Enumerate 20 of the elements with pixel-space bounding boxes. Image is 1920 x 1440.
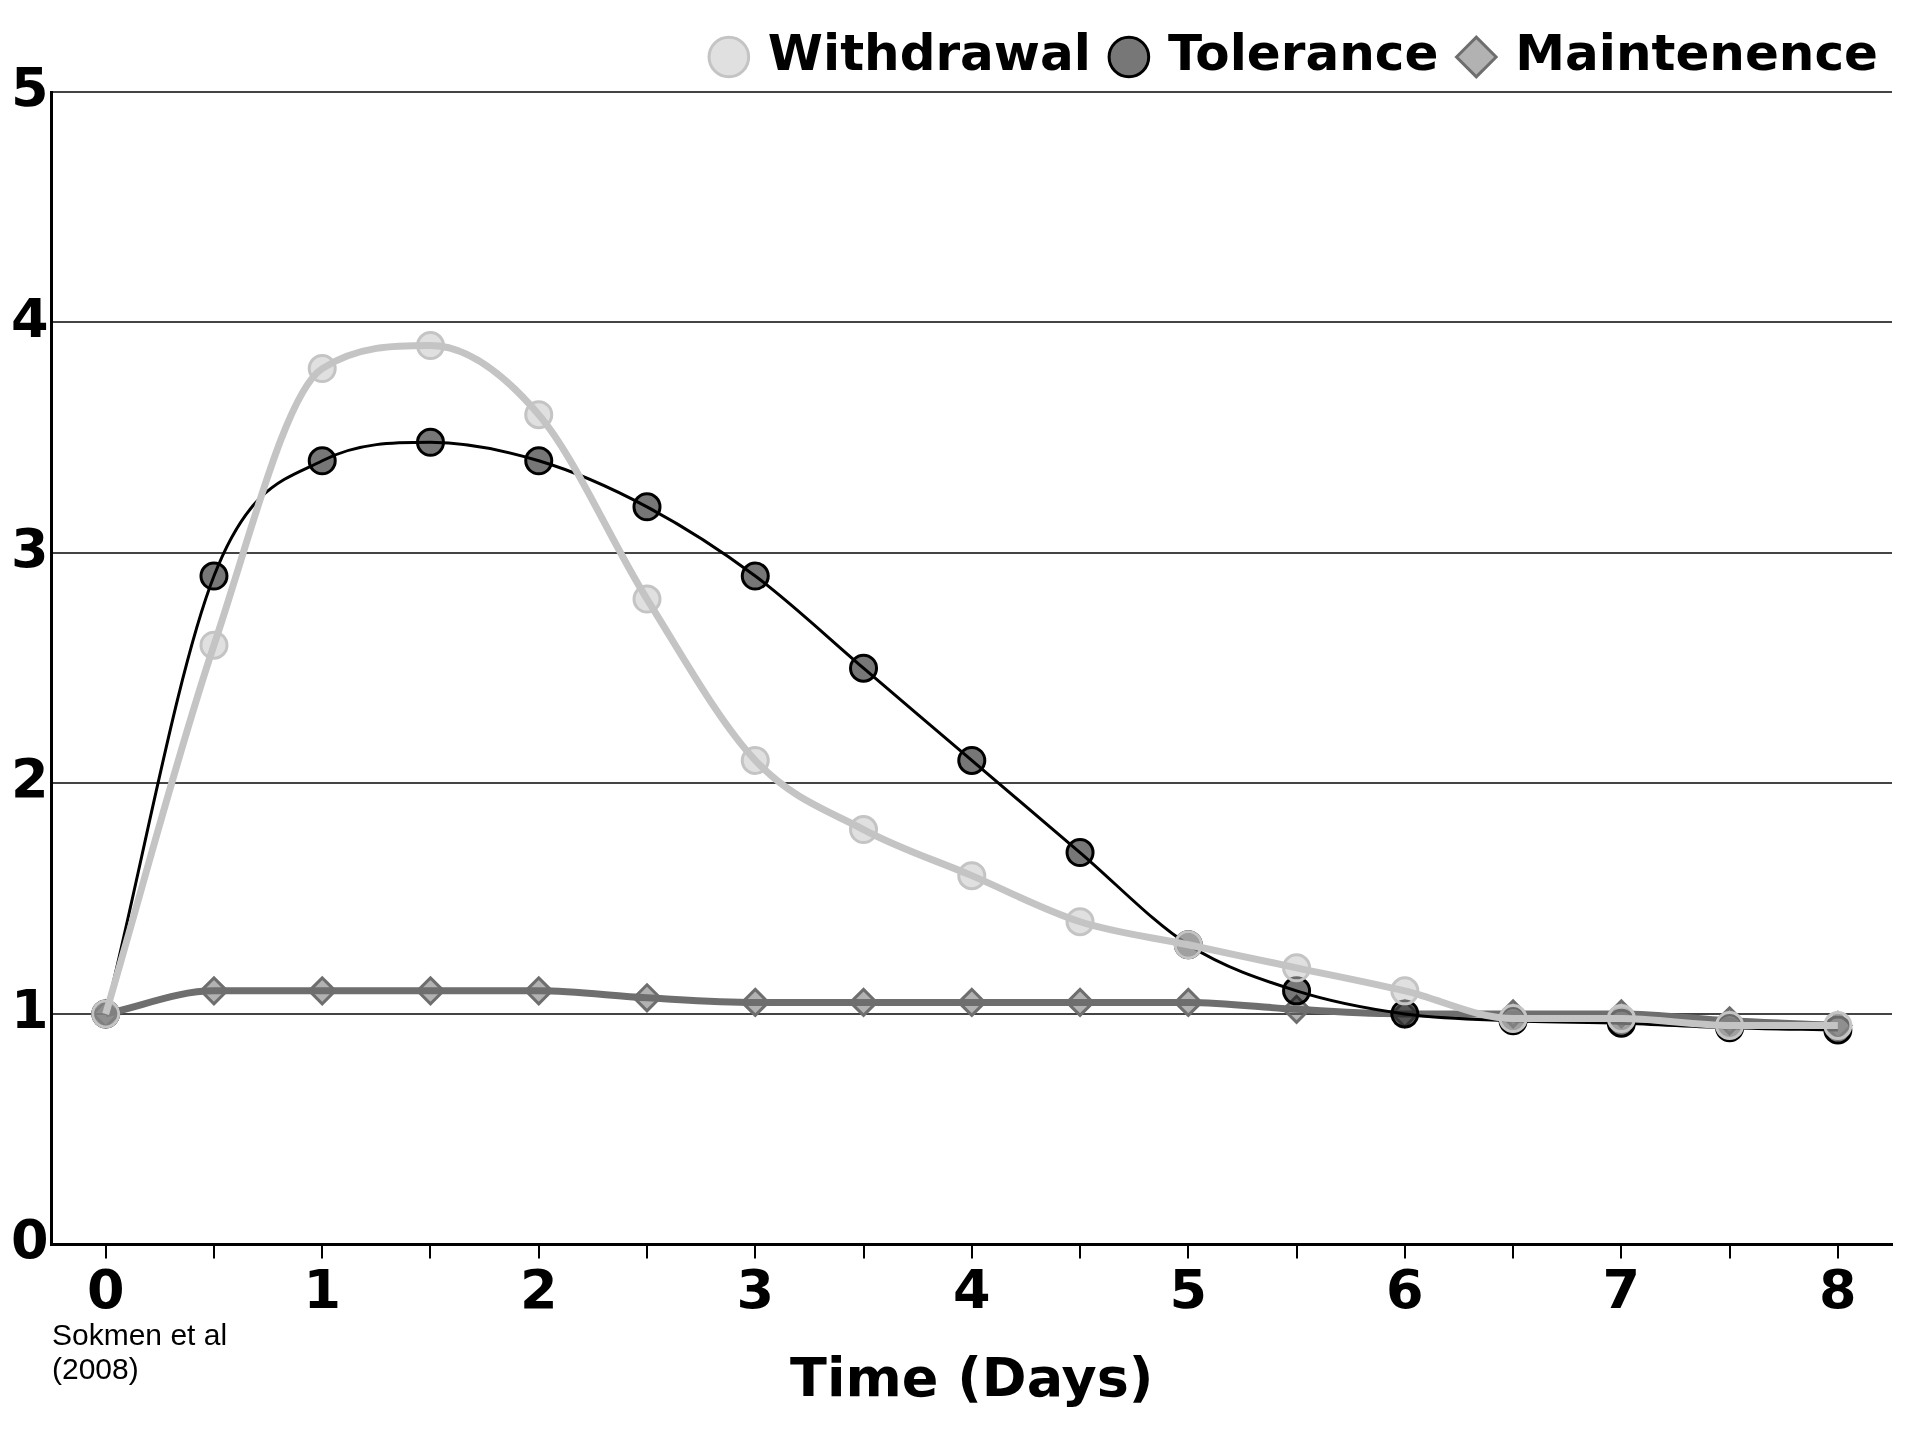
x-tick-label: 6 [1386,1257,1424,1321]
y-tick-label: 4 [11,286,49,350]
text: Sokmen et al (2008) [52,1318,228,1386]
x-tick-label: 8 [1819,1257,1857,1321]
legend-label: Tolerance [1167,23,1439,82]
x-tick-label: 0 [86,1257,125,1321]
y-tick-label: 0 [11,1208,49,1272]
x-tick-label: 4 [953,1257,991,1321]
y-tick-label: 1 [11,977,49,1041]
y-tick-label: 5 [11,56,49,120]
x-tick-label: 7 [1602,1257,1641,1321]
y-tick-label: 2 [11,747,49,811]
x-tick-label: 1 [303,1257,342,1321]
x-tick-label: 5 [1169,1257,1208,1321]
x-tick-label: 3 [736,1257,775,1321]
legend-label: Maintenence [1515,23,1879,82]
x-tick-label: 2 [519,1257,558,1321]
x-axis-title: Time (Days) [790,1345,1154,1409]
y-tick-label: 3 [11,516,49,580]
legend-label: Withdrawal [767,23,1091,82]
